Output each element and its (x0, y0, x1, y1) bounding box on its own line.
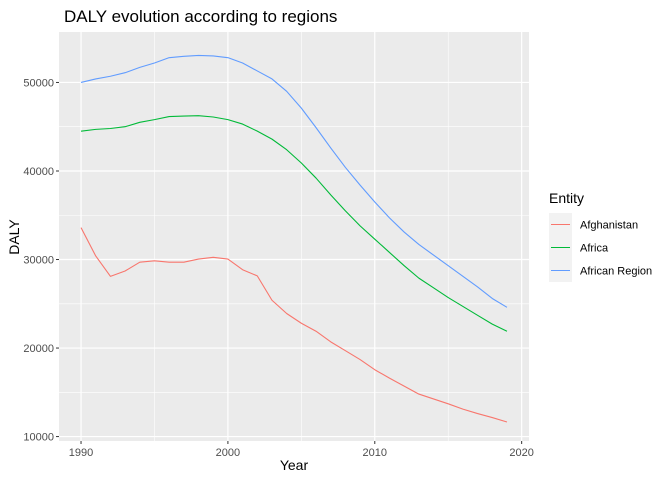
x-tick-label: 2020 (509, 447, 533, 459)
y-tick-label: 40000 (23, 166, 54, 178)
legend-label: African Region (580, 266, 652, 278)
chart-title: DALY evolution according to regions (64, 7, 337, 26)
x-axis-ticks: 1990 2000 2010 2020 (69, 441, 534, 459)
x-tick-label: 2000 (216, 447, 240, 459)
series-line-africa (80, 115, 508, 332)
x-axis-title: Year (280, 457, 309, 473)
series-line-afghanistan (80, 227, 508, 423)
legend-title: Entity (549, 190, 584, 206)
y-tick-label: 30000 (23, 255, 54, 267)
y-tick-label: 10000 (23, 432, 54, 444)
y-tick-label: 20000 (23, 343, 54, 355)
series-lines (80, 54, 508, 423)
major-gridlines (59, 32, 529, 441)
plot-panel (59, 32, 529, 441)
legend-label: Africa (580, 243, 609, 255)
legend-label: Afghanistan (580, 220, 638, 232)
minor-gridlines (59, 32, 529, 441)
legend-items: Afghanistan Africa African Region (549, 213, 652, 282)
series-line-african-region (80, 54, 508, 308)
legend: Entity Afghanistan Africa African Region (549, 190, 652, 282)
x-tick-label: 1990 (69, 447, 93, 459)
y-axis-title: DALY (6, 219, 22, 255)
x-tick-label: 2010 (363, 447, 387, 459)
y-tick-label: 50000 (23, 77, 54, 89)
y-axis-ticks: 10000 20000 30000 40000 50000 (23, 77, 59, 444)
